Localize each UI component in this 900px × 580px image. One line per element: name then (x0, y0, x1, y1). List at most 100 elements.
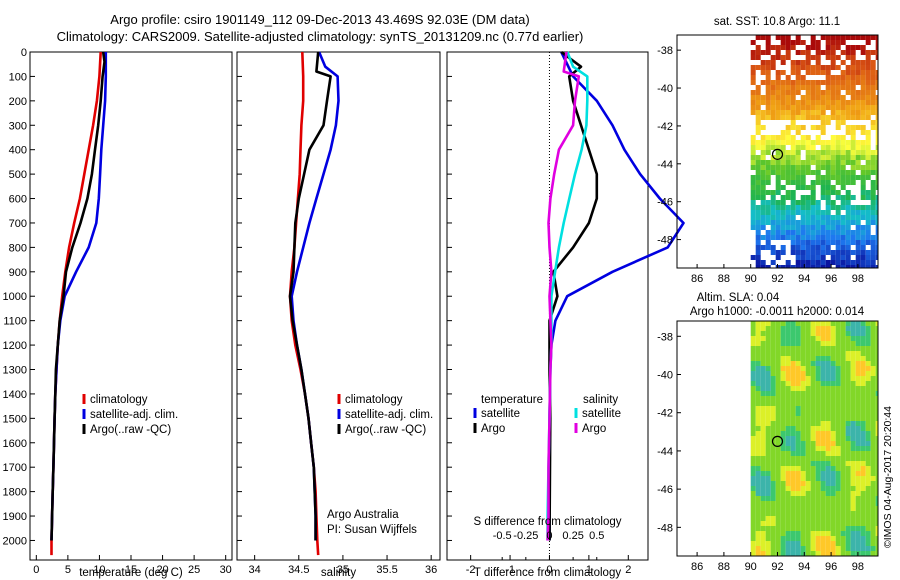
map-cell (750, 541, 756, 546)
map-cell (820, 411, 826, 416)
map-cell (820, 406, 826, 411)
x-axis-label: temperature (deg C) (79, 567, 183, 579)
map-cell (765, 115, 771, 120)
map-cell (815, 346, 821, 351)
map-cell (860, 536, 866, 541)
map-cell (830, 501, 836, 506)
map-cell (825, 321, 831, 326)
map-cell (755, 486, 761, 491)
map-cell (775, 255, 781, 260)
map-cell (770, 386, 776, 391)
map-cell (835, 195, 841, 200)
map-cell (770, 331, 776, 336)
map-cell (850, 366, 856, 371)
map-cell (820, 341, 826, 346)
map-cell (800, 180, 806, 185)
map-cell (785, 541, 791, 546)
map-cell (825, 65, 831, 70)
map-cell (765, 105, 771, 110)
map-cell (765, 496, 771, 501)
x-tick-label: -1 (505, 564, 515, 576)
map-cell (750, 165, 756, 170)
map-cell (870, 331, 876, 336)
map-cell (870, 471, 876, 476)
map-cell (875, 346, 878, 351)
map-cell (820, 50, 826, 55)
map-cell (830, 366, 836, 371)
map-cell (790, 476, 796, 481)
map-cell (810, 481, 816, 486)
map-cell (825, 215, 831, 220)
map-cell (845, 125, 851, 130)
map-cell (790, 521, 796, 526)
map-cell (860, 376, 866, 381)
map-cell (785, 150, 791, 155)
map-cell (865, 215, 871, 220)
map-cell (800, 326, 806, 331)
map-cell (865, 481, 871, 486)
map-cell (755, 110, 761, 115)
map-cell (775, 210, 781, 215)
map-cell (765, 486, 771, 491)
map-cell (765, 70, 771, 75)
map-cell (855, 451, 861, 456)
map-cell (755, 185, 761, 190)
map-cell (785, 406, 791, 411)
map-cell (815, 240, 821, 245)
map-cell (835, 336, 841, 341)
map-cell (860, 321, 866, 326)
map-cell (785, 551, 791, 556)
map-cell (790, 165, 796, 170)
map-cell (805, 336, 811, 341)
map-cell (765, 366, 771, 371)
map-cell (805, 115, 811, 120)
map-cell (875, 321, 878, 326)
map-cell (760, 506, 766, 511)
map-cell (865, 396, 871, 401)
map-cell (845, 436, 851, 441)
map-cell (825, 250, 831, 255)
map-cell (830, 35, 836, 40)
map-cell (835, 265, 841, 268)
map-cell (865, 551, 871, 556)
map-cell (850, 356, 856, 361)
map-cell (770, 346, 776, 351)
map-cell (870, 461, 876, 466)
map-cell (865, 536, 871, 541)
map-cell (755, 506, 761, 511)
map-cell (820, 70, 826, 75)
map-cell (790, 431, 796, 436)
map-cell (765, 506, 771, 511)
map-cell (755, 105, 761, 110)
map-cell (800, 471, 806, 476)
map-cell (875, 501, 878, 506)
map-cell (755, 471, 761, 476)
map-cell (800, 426, 806, 431)
map-cell (785, 110, 791, 115)
map-cell (840, 511, 846, 516)
map-cell (775, 481, 781, 486)
map-y-tick-label: -42 (657, 408, 673, 420)
map-cell (825, 386, 831, 391)
map-cell (785, 436, 791, 441)
map-cell (825, 481, 831, 486)
map-cell (870, 165, 876, 170)
map-cell (820, 250, 826, 255)
map-cell (800, 60, 806, 65)
map-cell (845, 531, 851, 536)
map-cell (875, 461, 878, 466)
map-cell (765, 551, 771, 556)
map-cell (845, 456, 851, 461)
map-cell (825, 356, 831, 361)
map-cell (875, 386, 878, 391)
map-cell (800, 250, 806, 255)
map-cell (770, 250, 776, 255)
map-cell (760, 195, 766, 200)
map-cell (865, 441, 871, 446)
map-cell (860, 356, 866, 361)
map-cell (775, 486, 781, 491)
map-cell (865, 250, 871, 255)
map-cell (875, 416, 878, 421)
map-cell (830, 396, 836, 401)
map-cell (800, 255, 806, 260)
